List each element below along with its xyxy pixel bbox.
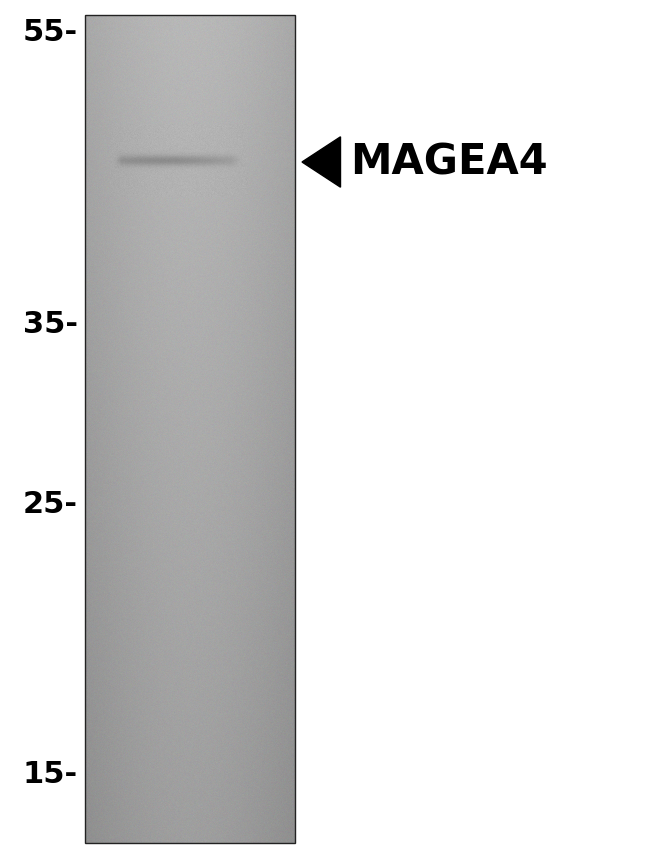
Text: 25-: 25- (23, 490, 78, 519)
Polygon shape (302, 137, 341, 187)
Text: 15-: 15- (23, 760, 78, 789)
Bar (85, 15, 295, 843)
Text: 35-: 35- (23, 310, 78, 339)
Text: MAGEA4: MAGEA4 (350, 141, 547, 183)
Text: 55-: 55- (23, 18, 78, 47)
